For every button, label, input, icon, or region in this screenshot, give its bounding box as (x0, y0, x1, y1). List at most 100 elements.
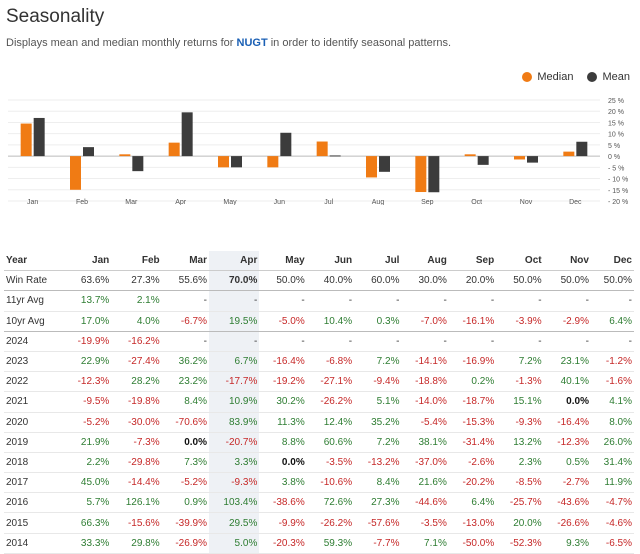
table-cell: 26.0% (590, 432, 634, 453)
table-cell: 60.6% (306, 432, 355, 453)
table-cell: 50.0% (543, 270, 591, 292)
table-cell: 5.0% (209, 533, 260, 554)
table-cell: - (543, 290, 591, 312)
column-header-mar[interactable]: Mar (161, 251, 209, 272)
column-header-feb[interactable]: Feb (111, 251, 162, 272)
column-header-oct[interactable]: Oct (496, 251, 544, 272)
table-cell: 11.9% (590, 472, 634, 494)
table-cell: -19.2% (259, 371, 307, 393)
table-cell: -19.8% (111, 391, 162, 413)
table-cell: -8.5% (496, 472, 544, 494)
column-header-sep[interactable]: Sep (448, 251, 497, 272)
table-cell: 7.2% (354, 432, 402, 453)
table-cell: -7.0% (401, 311, 449, 332)
row-label: 10yr Avg (4, 311, 64, 332)
table-row: 11yr Avg 13.7% 2.1% - - - - - - - - - - (4, 290, 634, 312)
table-cell: -37.0% (401, 452, 449, 474)
table-cell: -16.2% (111, 331, 162, 352)
column-header-year[interactable]: Year (4, 251, 64, 272)
table-header-row: Year Jan Feb Mar Apr May Jun Jul Aug Sep Oct Nov Dec (4, 251, 634, 272)
table-cell: 70.0% (209, 270, 260, 292)
row-label: Win Rate (4, 270, 64, 292)
table-cell: 33.3% (63, 533, 112, 554)
bar-mean-aug (379, 156, 390, 172)
y-tick-label: - 20 % (608, 199, 628, 205)
table-cell: -18.7% (448, 391, 497, 413)
table-cell: 19.5% (209, 311, 260, 332)
y-tick-label: 25 % (608, 98, 624, 105)
bar-median-apr (168, 142, 180, 157)
column-header-jul[interactable]: Jul (354, 251, 402, 272)
x-tick-label: Jun (274, 199, 285, 205)
row-label: 2016 (4, 492, 64, 514)
table-cell: 20.0% (496, 512, 544, 534)
x-tick-label: Jan (27, 199, 38, 205)
table-cell: 3.3% (209, 452, 260, 474)
table-cell: 2.2% (63, 452, 112, 474)
table-cell: 0.0% (543, 391, 591, 413)
table-cell: - (590, 290, 634, 312)
table-cell: - (161, 331, 209, 352)
column-header-apr[interactable]: Apr (209, 251, 260, 272)
table-cell: -12.3% (543, 432, 591, 453)
y-tick-label: - 10 % (608, 177, 628, 184)
table-cell: -9.3% (209, 472, 260, 494)
bar-mean-jul (329, 155, 341, 157)
table-cell: -18.8% (401, 371, 449, 393)
table-cell: 10.9% (209, 391, 260, 413)
table-row: 2016 5.7% 126.1% 0.9% 103.4% -38.6% 72.6% 27.3%… (4, 492, 634, 514)
table-cell: -13.2% (354, 452, 402, 474)
table-row: 2018 2.2% -29.8% 7.3% 3.3% 0.0% -3.5% -13.2% -37… (4, 452, 634, 474)
ticker-link[interactable]: NUGT (236, 37, 268, 49)
bar-mean-jan (33, 117, 45, 157)
column-header-dec[interactable]: Dec (590, 251, 634, 272)
bar-mean-apr (181, 112, 193, 157)
row-label: 2021 (4, 391, 64, 413)
table-cell: 50.0% (590, 270, 634, 292)
table-cell: 83.9% (209, 412, 260, 433)
table-cell: 30.0% (401, 270, 449, 292)
table-cell: - (448, 331, 497, 352)
column-header-aug[interactable]: Aug (401, 251, 449, 272)
table-cell: 72.6% (306, 492, 355, 514)
bar-mean-jun (280, 132, 292, 157)
table-cell: -50.0% (448, 533, 497, 554)
x-tick-label: Feb (76, 199, 88, 205)
table-cell: 6.7% (209, 351, 260, 373)
column-header-nov[interactable]: Nov (543, 251, 591, 272)
table-cell: 5.1% (354, 391, 402, 413)
table-cell: - (496, 331, 544, 352)
table-cell: -20.3% (259, 533, 307, 554)
table-cell: 36.2% (161, 351, 209, 373)
subtitle-text-post: in order to identify seasonal patterns. (267, 37, 452, 49)
row-label: 2019 (4, 432, 64, 453)
seasonality-table: Year Jan Feb Mar Apr May Jun Jul Aug Sep Oct Nov Dec… (4, 251, 634, 554)
table-cell: -29.8% (111, 452, 162, 474)
table-cell: -13.0% (448, 512, 497, 534)
table-cell: 11.3% (259, 412, 307, 433)
table-cell: - (259, 331, 307, 352)
table-cell: 12.4% (306, 412, 355, 433)
table-cell: 63.6% (63, 270, 112, 292)
table-cell: - (354, 331, 402, 352)
legend-item-median[interactable]: Median (522, 71, 573, 83)
table-cell: 55.6% (161, 270, 209, 292)
legend-item-mean[interactable]: Mean (587, 71, 630, 83)
table-cell: 8.0% (590, 412, 634, 433)
y-tick-label: 0 % (608, 154, 620, 161)
table-cell: 35.2% (354, 412, 402, 433)
column-header-may[interactable]: May (259, 251, 307, 272)
table-cell: 17.0% (63, 311, 112, 332)
bar-median-jan (20, 123, 32, 157)
table-cell: 28.2% (111, 371, 162, 393)
table-cell: -27.4% (111, 351, 162, 373)
x-tick-label: Sep (421, 199, 434, 205)
column-header-jun[interactable]: Jun (306, 251, 355, 272)
table-cell: -16.9% (448, 351, 497, 373)
column-header-jan[interactable]: Jan (63, 251, 112, 272)
table-cell: 126.1% (111, 492, 162, 514)
table-cell: 0.2% (448, 371, 497, 393)
row-label: 2015 (4, 512, 64, 534)
y-tick-label: - 15 % (608, 188, 628, 195)
table-cell: - (306, 331, 355, 352)
